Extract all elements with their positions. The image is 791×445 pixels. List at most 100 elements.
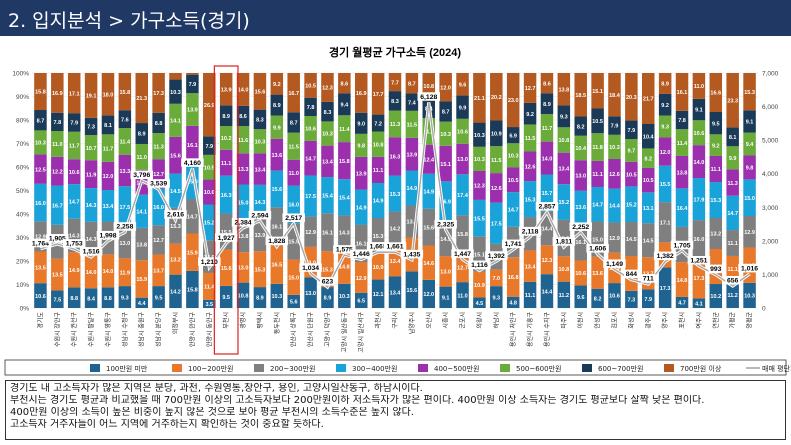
data-label: 8.9 (256, 296, 264, 302)
y-right-tick-label: 2,000 (762, 238, 779, 245)
bar-segment (51, 112, 64, 132)
data-label: 13.6 (592, 271, 603, 277)
y-left-tick-label: 0% (20, 306, 30, 313)
bar-segment (473, 297, 486, 308)
data-label: 8.2 (594, 297, 602, 303)
data-label: 17.9 (694, 197, 705, 203)
bar-segment (287, 73, 300, 113)
bar-segment (219, 105, 233, 127)
bar-segment (726, 255, 739, 282)
bar-segment (709, 284, 723, 308)
bar-segment (253, 287, 267, 308)
data-label: 13.4 (103, 204, 115, 210)
bar-segment (405, 137, 419, 171)
data-label: 15.3 (525, 197, 536, 203)
bar-segment (439, 121, 452, 146)
bar-segment (101, 161, 115, 191)
data-label: 3.5 (205, 302, 213, 308)
bar-segment (186, 93, 199, 126)
bar-segment (354, 73, 368, 113)
data-label: 12.9 (609, 236, 620, 242)
data-label: 14.6 (423, 261, 434, 267)
highlight-box (213, 65, 239, 355)
bar-segment (321, 145, 334, 178)
data-label: 7.8 (678, 118, 686, 124)
x-tick-label: 광주시 (645, 312, 652, 329)
data-label: 16.4 (677, 206, 689, 212)
data-label: 4.5 (476, 301, 484, 307)
data-label: 4.4 (138, 301, 147, 307)
data-label: 15.8 (339, 159, 350, 165)
bar-segment (118, 258, 132, 287)
bar-segment (642, 192, 655, 224)
data-label: 15.8 (187, 288, 198, 294)
data-label: 12.6 (491, 186, 502, 192)
data-label: 14.0 (542, 156, 553, 162)
x-tick-label: 포천시 (678, 312, 686, 329)
bar-segment (523, 250, 537, 282)
data-label: 9.2 (273, 82, 281, 88)
price-label: 1,606 (589, 246, 606, 253)
data-label: 18.0 (103, 92, 114, 98)
bar-segment (219, 73, 233, 106)
bar-segment (675, 155, 689, 189)
data-label: 8.8 (70, 296, 78, 302)
price-label-bg (214, 233, 238, 242)
bar-segment (456, 118, 469, 144)
data-label: 11.1 (525, 293, 535, 299)
data-label: 11.9 (120, 270, 130, 276)
data-label: 15.5 (288, 240, 299, 246)
x-tick-label: 성남시 중원구 (138, 312, 146, 348)
data-label: 11.3 (727, 181, 737, 187)
bar-segment (675, 73, 689, 111)
legend-swatch (336, 364, 346, 372)
data-label: 11.7 (542, 126, 552, 132)
data-label: 11.3 (424, 130, 434, 136)
x-tick-label: 연천군 (712, 312, 720, 329)
data-label: 10.3 (609, 145, 620, 151)
data-label: 11.0 (694, 84, 704, 90)
data-label: 12.7 (525, 86, 536, 92)
bar-segment (371, 131, 385, 157)
x-tick-label: 안산시 단원구 (307, 312, 315, 348)
data-label: 10.3 (271, 294, 282, 300)
data-label: 16.0 (694, 237, 705, 243)
bar-segment (658, 93, 672, 116)
bar-segment (135, 297, 148, 308)
bar-segment (523, 73, 537, 103)
price-label: 1,753 (66, 241, 83, 248)
data-label: 17.1 (660, 220, 671, 226)
data-label: 14.1 (170, 119, 181, 125)
data-label: 12.0 (440, 85, 451, 91)
data-label: 10.5 (508, 178, 519, 184)
bar-segment (490, 73, 503, 121)
data-label: 8.9 (543, 102, 551, 108)
bar-segment (439, 73, 452, 102)
data-label: 15.3 (373, 234, 384, 240)
data-label: 8.3 (256, 118, 264, 124)
data-label: 7.9 (205, 144, 213, 150)
data-label: 9.5 (155, 295, 163, 301)
bar-segment (34, 251, 47, 284)
legend-label: 600~700만원 (598, 364, 643, 373)
bar-segment (270, 94, 284, 116)
x-tick-label: 수원시 권선구 (70, 312, 78, 348)
price-label: 2,258 (116, 224, 133, 231)
income-chart: 경기 월평균 가구소득 (2024) 10.6 13.5 12.9 16.0 12.5 1… (4, 45, 791, 376)
data-label: 16.6 (710, 91, 721, 97)
bar-segment (473, 146, 486, 171)
bar-segment (236, 73, 250, 106)
note-line: 경기도 내 고소득자가 많은 지역은 분당, 과천, 수원영통,창안구, 용인,… (10, 383, 423, 394)
legend-label: 700만원 이상 (680, 364, 722, 373)
bar-segment (253, 153, 267, 185)
price-label: 1,382 (657, 253, 674, 260)
y-right-tick-label: 7,000 (762, 71, 779, 78)
bar-segment (354, 112, 368, 134)
bar-segment (692, 178, 706, 221)
bar-segment (34, 110, 47, 131)
data-label: 9.9 (729, 156, 737, 162)
bar-segment (186, 233, 199, 271)
price-label: 3,539 (150, 181, 167, 188)
data-label: 7.9 (70, 121, 78, 127)
bar-segment (135, 227, 148, 261)
